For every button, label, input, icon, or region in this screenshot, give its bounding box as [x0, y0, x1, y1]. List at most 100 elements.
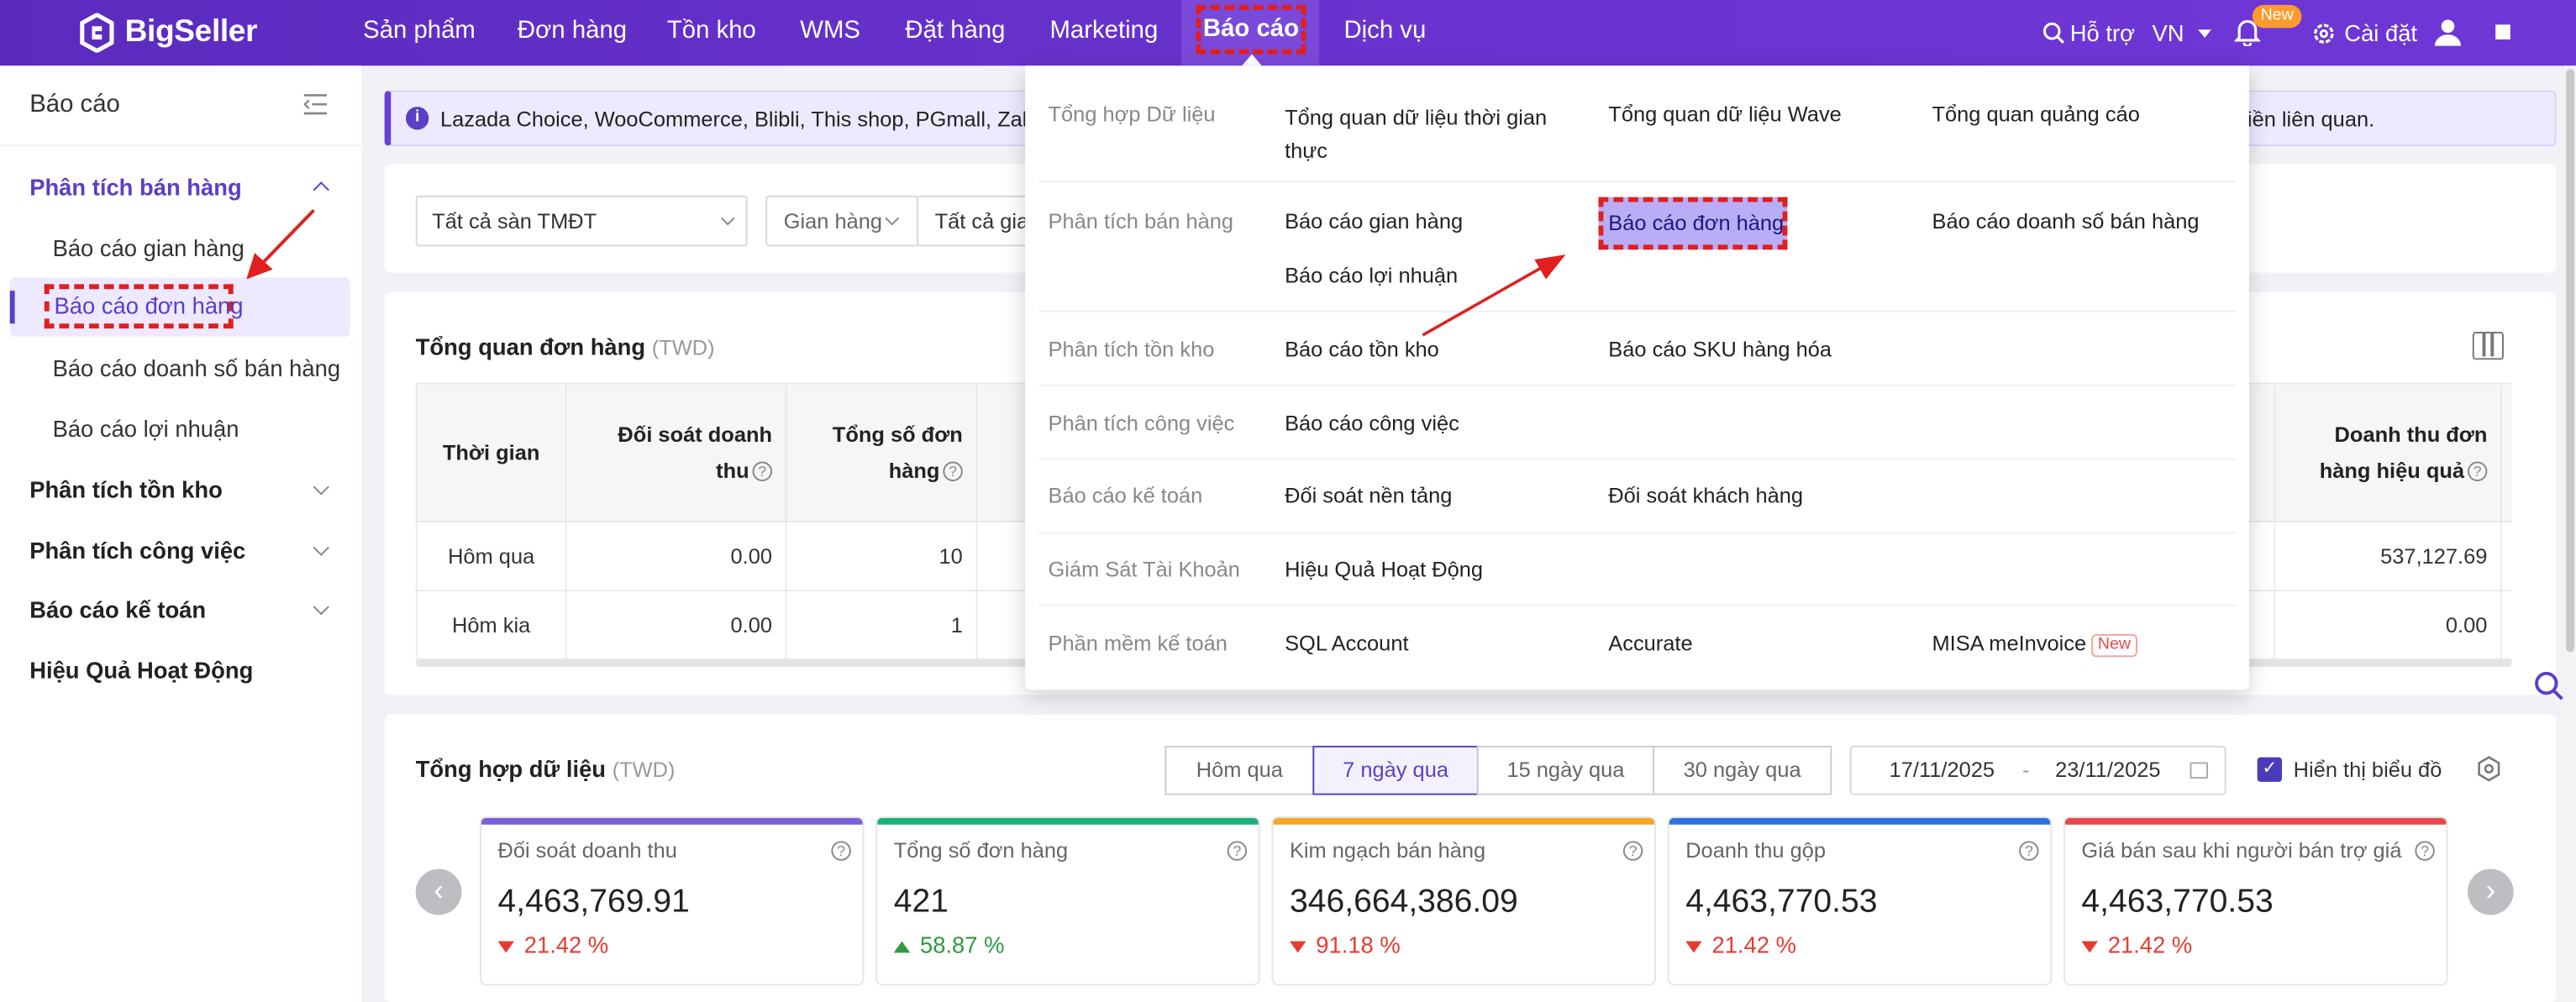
- menu-item-inventory-report[interactable]: Báo cáo tồn kho: [1285, 336, 1439, 362]
- help-icon[interactable]: ?: [2467, 461, 2488, 482]
- chevron-down-icon: [720, 211, 735, 226]
- marketplace-select[interactable]: Tất cả sàn TMĐT: [415, 195, 748, 247]
- kpi-color-bar: [1669, 817, 2051, 825]
- cell-time: Hôm qua: [415, 520, 567, 592]
- sidebar-item-sales-report[interactable]: Báo cáo doanh số bán hàng: [52, 354, 341, 381]
- kpi-change-value: 21.42 %: [2107, 931, 2193, 958]
- menu-item-customer-reconciliation[interactable]: Đối soát khách hàng: [1608, 482, 1804, 508]
- nav-marketing[interactable]: Marketing: [1049, 16, 1159, 45]
- cell-recon: 0.00: [565, 590, 787, 661]
- kpi-label: Kim ngạch bán hàng: [1289, 837, 1486, 863]
- support-link[interactable]: Hỗ trợ: [2042, 0, 2136, 66]
- menu-item-sales-report[interactable]: Báo cáo doanh số bán hàng: [1932, 208, 2200, 233]
- kpi-change: 21.42 %: [497, 931, 608, 957]
- next-kpi-button[interactable]: ›: [2467, 868, 2514, 915]
- help-icon[interactable]: ?: [831, 841, 851, 861]
- language-selector[interactable]: VN: [2153, 0, 2212, 66]
- kpi-change: 91.18 %: [1289, 931, 1401, 957]
- cell-effective: 0.00: [2274, 590, 2503, 661]
- menu-item-misa-meinvoice[interactable]: MISA meInvoice New: [1932, 631, 2137, 657]
- calendar-icon: [2190, 762, 2208, 779]
- menu-category-data-summary: Tổng hợp Dữ liệu: [1048, 102, 1216, 127]
- menu-category-accounting: Báo cáo kế toán: [1048, 482, 1203, 508]
- nav-bao-cao[interactable]: Báo cáo: [1180, 0, 1320, 66]
- help-icon[interactable]: ?: [2019, 841, 2039, 861]
- nav-don-hang[interactable]: Đơn hàng: [517, 16, 628, 45]
- nav-dat-hang[interactable]: Đặt hàng: [905, 16, 1006, 45]
- sidebar-item-order-report[interactable]: Báo cáo đơn hàng: [9, 277, 350, 337]
- menu-item-sku-report[interactable]: Báo cáo SKU hàng hóa: [1608, 336, 1832, 362]
- bigseller-logo[interactable]: BigSeller: [79, 12, 258, 55]
- range-yesterday[interactable]: Hôm qua: [1164, 745, 1315, 795]
- cell-effective: 537,127.69: [2274, 520, 2503, 592]
- new-tag: New: [2091, 633, 2137, 657]
- page-scrollbar-thumb[interactable]: [2566, 69, 2575, 653]
- sidebar-group-sales-analysis[interactable]: Phân tích bán hàng: [29, 174, 242, 201]
- menu-item-realtime-overview[interactable]: Tổng quan dữ liệu thời gian thực: [1285, 105, 1548, 163]
- menu-divider: [1038, 604, 2237, 606]
- nav-dich-vu[interactable]: Dịch vụ: [1343, 16, 1427, 45]
- help-icon[interactable]: ?: [1622, 841, 1643, 861]
- range-30-days[interactable]: 30 ngày qua: [1653, 745, 1832, 795]
- kpi-card-reconciliation: Đối soát doanh thu ? 4,463,769.91 21.42 …: [479, 816, 865, 986]
- menu-item-platform-reconciliation[interactable]: Đối soát nền tảng: [1285, 482, 1453, 508]
- nav-wms[interactable]: WMS: [800, 16, 860, 45]
- sidebar-item-store-report[interactable]: Báo cáo gian hàng: [52, 234, 244, 261]
- support-label: Hỗ trợ: [2069, 19, 2136, 46]
- settings-hex-icon[interactable]: [2476, 756, 2502, 782]
- show-chart-label: Hiển thị biểu đồ: [2293, 757, 2442, 782]
- kpi-label: Tổng số đơn hàng: [893, 837, 1069, 863]
- help-icon[interactable]: ?: [943, 461, 963, 482]
- show-chart-checkbox[interactable]: ✓: [2257, 757, 2282, 782]
- user-avatar[interactable]: [2434, 18, 2462, 55]
- order-overview-title-text: Tổng quan đơn hàng: [415, 333, 646, 360]
- notification-bell[interactable]: [2233, 17, 2262, 55]
- menu-category-work: Phân tích công việc: [1048, 410, 1235, 436]
- menu-item-work-report[interactable]: Báo cáo công việc: [1285, 410, 1459, 436]
- settings-link[interactable]: Cài đặt: [2311, 0, 2417, 66]
- sidebar-title: Báo cáo: [29, 90, 120, 118]
- menu-item-wave-overview[interactable]: Tổng quan dữ liệu Wave: [1608, 102, 1842, 127]
- kpi-change: 21.42 %: [1685, 931, 1796, 957]
- sidebar-group-work[interactable]: Phân tích công việc: [29, 537, 246, 564]
- menu-item-performance[interactable]: Hiệu Quả Hoạt Động: [1285, 556, 1484, 582]
- cell-next: [2500, 520, 2512, 592]
- collapse-sidebar-icon[interactable]: [303, 93, 328, 123]
- bell-icon: [2233, 19, 2262, 48]
- date-range-picker[interactable]: 17/11/2025 - 23/11/2025: [1849, 745, 2226, 795]
- col-recon-line2: thu: [716, 457, 749, 483]
- kpi-value: 4,463,769.91: [497, 884, 690, 921]
- sidebar-group-accounting[interactable]: Báo cáo kế toán: [29, 595, 207, 623]
- app-grid-icon[interactable]: [2495, 24, 2510, 39]
- help-icon[interactable]: ?: [752, 461, 773, 482]
- menu-item-order-report[interactable]: Báo cáo đơn hàng: [1598, 197, 1788, 250]
- help-icon[interactable]: ?: [1227, 841, 1248, 861]
- col-next: S: [2500, 382, 2512, 522]
- nav-san-pham[interactable]: Sản phẩm: [363, 16, 476, 45]
- kpi-card-sales-volume: Kim ngạch bán hàng ? 346,664,386.09 91.1…: [1271, 816, 1656, 986]
- sidebar-group-inventory[interactable]: Phân tích tồn kho: [29, 476, 223, 503]
- range-15-days[interactable]: 15 ngày qua: [1476, 745, 1655, 795]
- reports-dropdown-menu: Tổng hợp Dữ liệu Tổng quan dữ liệu thời …: [1025, 66, 2249, 690]
- nav-ton-kho[interactable]: Tồn kho: [666, 16, 756, 45]
- menu-item-profit-report[interactable]: Báo cáo lợi nhuận: [1285, 262, 1459, 288]
- help-icon[interactable]: ?: [2415, 841, 2435, 861]
- range-7-days[interactable]: 7 ngày qua: [1312, 745, 1479, 795]
- brand-name: BigSeller: [124, 14, 258, 50]
- sidebar-item-profit-report[interactable]: Báo cáo lợi nhuận: [52, 415, 239, 443]
- menu-item-store-report[interactable]: Báo cáo gian hàng: [1285, 208, 1464, 233]
- store-select[interactable]: Gian hàng: [765, 195, 919, 247]
- menu-divider: [1038, 181, 2237, 183]
- kpi-label: Giá bán sau khi người bán trợ giá: [2081, 837, 2402, 863]
- menu-item-sql-account[interactable]: SQL Account: [1285, 631, 1409, 656]
- prev-kpi-button[interactable]: ‹: [415, 868, 462, 915]
- data-summary-title-text: Tổng hợp dữ liệu: [415, 755, 607, 782]
- sidebar-group-performance[interactable]: Hiệu Quả Hoạt Động: [29, 657, 254, 684]
- kpi-label: Doanh thu gộp: [1685, 837, 1826, 863]
- menu-item-ads-overview[interactable]: Tổng quan quảng cáo: [1932, 102, 2140, 127]
- columns-setting-icon[interactable]: [2472, 332, 2504, 360]
- settings-label: Cài đặt: [2344, 19, 2418, 46]
- menu-item-accurate[interactable]: Accurate: [1608, 631, 1693, 656]
- trend-up-icon: [893, 941, 911, 952]
- floating-search-icon[interactable]: [2533, 670, 2564, 701]
